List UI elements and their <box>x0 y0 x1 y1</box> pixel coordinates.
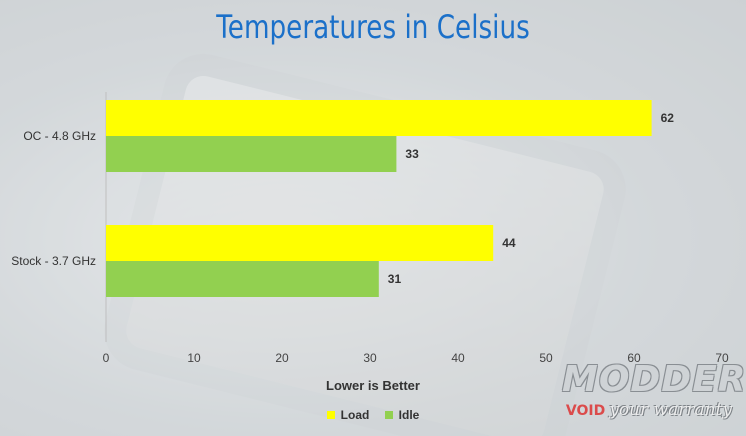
x-tick-label: 60 <box>627 351 641 365</box>
legend-item-load: Load <box>326 408 370 422</box>
bar-load-0 <box>106 100 652 136</box>
legend-label-idle: Idle <box>398 408 420 422</box>
bar-idle-1 <box>106 261 379 297</box>
legend-item-idle: Idle <box>384 408 420 422</box>
x-tick-label: 30 <box>363 351 377 365</box>
x-tick-label: 40 <box>451 351 465 365</box>
category-label: Stock - 3.7 GHz <box>11 254 96 268</box>
legend-swatch-idle <box>384 411 393 419</box>
x-tick-label: 10 <box>187 351 201 365</box>
legend-label-load: Load <box>340 408 370 422</box>
bar-load-1 <box>106 225 494 261</box>
data-label: 31 <box>388 272 402 286</box>
bar-idle-0 <box>106 136 397 172</box>
x-tick-label: 70 <box>715 351 729 365</box>
data-label: 62 <box>661 111 675 125</box>
x-tick-label: 0 <box>103 351 110 365</box>
data-label: 33 <box>405 147 419 161</box>
data-label: 44 <box>502 236 516 250</box>
x-axis-label: Lower is Better <box>326 378 420 393</box>
category-label: OC - 4.8 GHz <box>23 129 96 143</box>
legend: Load Idle <box>0 408 746 422</box>
chart-title: Temperatures in Celsius <box>216 8 530 46</box>
legend-swatch-load <box>326 411 335 419</box>
x-tick-label: 20 <box>275 351 289 365</box>
watermark-tagline: VOID your warranty <box>565 400 732 420</box>
x-tick-label: 50 <box>539 351 553 365</box>
watermark-logo-text: MODDERS <box>562 359 746 400</box>
